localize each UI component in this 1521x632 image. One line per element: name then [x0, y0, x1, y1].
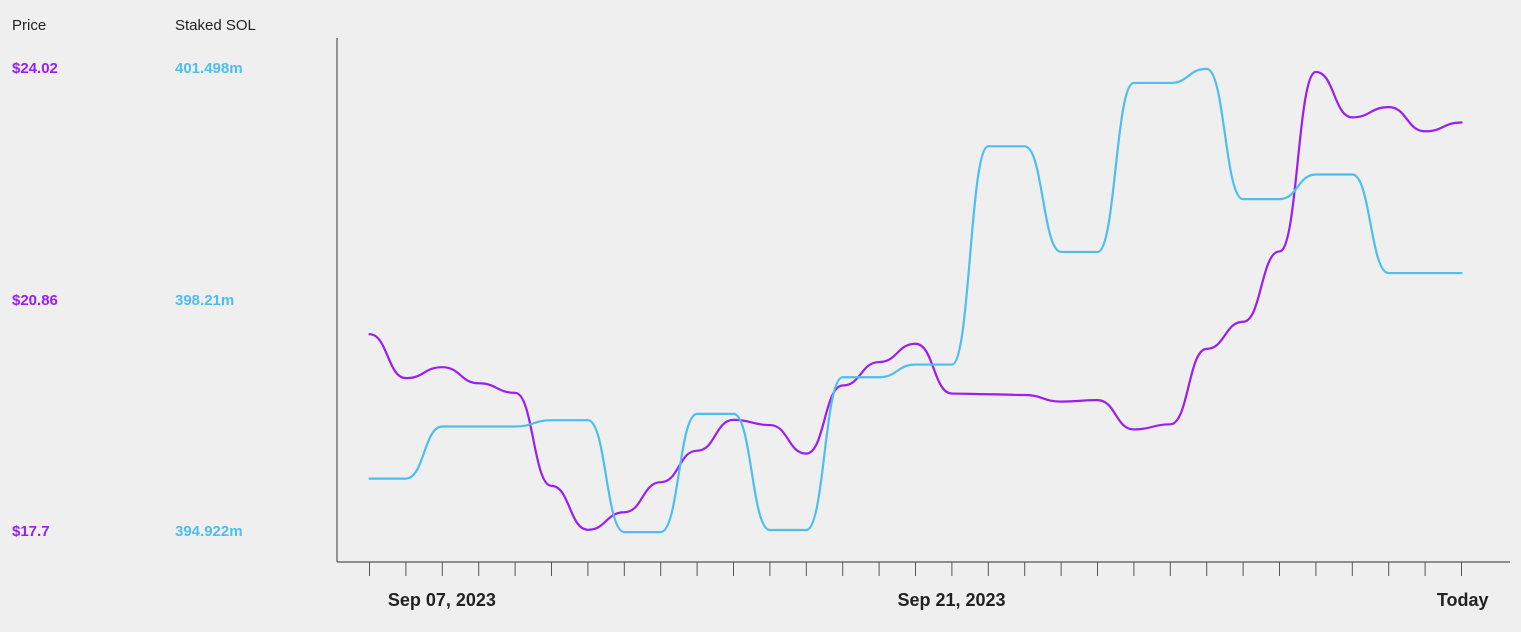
price-data-point	[478, 382, 480, 384]
x-tick-label: Today	[1437, 590, 1489, 610]
staked-sol-data-point	[878, 376, 880, 378]
staked-sol-data-point	[1097, 251, 1099, 253]
price-data-point	[696, 450, 698, 452]
price-tick-max: $24.02	[12, 60, 58, 77]
staked-sol-data-point	[696, 413, 698, 415]
staked-sol-data-point	[1242, 198, 1244, 200]
price-data-point	[1242, 321, 1244, 323]
staked-sol-data-point	[1388, 272, 1390, 274]
staked-sol-data-point	[951, 364, 953, 366]
price-tick-mid: $20.86	[12, 292, 58, 309]
staked-sol-data-point	[1351, 173, 1353, 175]
x-tick-label: Sep 07, 2023	[388, 590, 496, 610]
staked-sol-data-point	[805, 529, 807, 531]
x-axis-ticks	[369, 562, 1462, 576]
staked-sol-axis-header: Staked SOL	[175, 17, 256, 34]
staked-sol-tick-min: 394.922m	[175, 523, 243, 540]
price-data-point	[1351, 116, 1353, 118]
series-layer	[368, 67, 1463, 534]
price-data-point	[660, 481, 662, 483]
staked-sol-data-point	[769, 529, 771, 531]
price-data-point	[1315, 71, 1317, 73]
price-data-point	[769, 424, 771, 426]
price-data-point	[951, 393, 953, 395]
price-data-point	[1097, 399, 1099, 401]
staked-sol-data-point	[514, 426, 516, 428]
price-data-point	[1024, 394, 1026, 396]
staked-sol-data-point	[369, 478, 371, 480]
staked-sol-data-point	[842, 376, 844, 378]
price-data-point	[1424, 130, 1426, 132]
price-series-line	[368, 70, 1463, 531]
staked-sol-data-point	[441, 426, 443, 428]
staked-sol-data-point	[915, 364, 917, 366]
price-data-point	[405, 377, 407, 379]
price-data-point	[1461, 121, 1463, 123]
staked-sol-series-line	[368, 67, 1463, 534]
staked-sol-data-point	[1461, 272, 1463, 274]
staked-sol-data-point	[987, 145, 989, 147]
staked-sol-data-point	[405, 478, 407, 480]
staked-sol-data-point	[1133, 82, 1135, 84]
price-data-point	[1060, 401, 1062, 403]
price-data-point	[1279, 250, 1281, 252]
staked-sol-tick-mid: 398.21m	[175, 292, 235, 309]
price-data-point	[805, 453, 807, 455]
price-data-point	[842, 384, 844, 386]
price-data-point	[623, 511, 625, 513]
price-data-point	[441, 366, 443, 368]
price-data-point	[551, 485, 553, 487]
price-data-point	[1388, 106, 1390, 108]
staked-sol-data-point	[551, 419, 553, 421]
price-data-point	[587, 529, 589, 531]
price-data-point	[514, 392, 516, 394]
price-axis-header: Price	[12, 17, 47, 34]
staked-sol-data-point	[660, 531, 662, 533]
staked-sol-data-point	[1279, 198, 1281, 200]
price-data-point	[878, 361, 880, 363]
staked-sol-data-point	[1060, 251, 1062, 253]
x-tick-label: Sep 21, 2023	[897, 590, 1005, 610]
staked-sol-data-point	[1424, 272, 1426, 274]
price-data-point	[1206, 348, 1208, 350]
staked-sol-data-point	[623, 531, 625, 533]
staked-sol-data-point	[1315, 173, 1317, 175]
staked-sol-data-point	[733, 413, 735, 415]
staked-sol-data-point	[1024, 145, 1026, 147]
price-data-point	[733, 419, 735, 421]
price-data-point	[1133, 428, 1135, 430]
staked-sol-data-point	[1206, 68, 1208, 70]
price-data-point	[369, 333, 371, 335]
price-data-point	[987, 393, 989, 395]
price-data-point	[915, 343, 917, 345]
staked-sol-data-point	[587, 419, 589, 421]
price-tick-min: $17.7	[12, 523, 50, 540]
staked-sol-data-point	[478, 426, 480, 428]
staked-sol-data-point	[1169, 82, 1171, 84]
staked-sol-tick-max: 401.498m	[175, 60, 243, 77]
x-axis-labels: Sep 07, 2023 Sep 21, 2023 Today	[388, 590, 1489, 610]
price-data-point	[1169, 423, 1171, 425]
